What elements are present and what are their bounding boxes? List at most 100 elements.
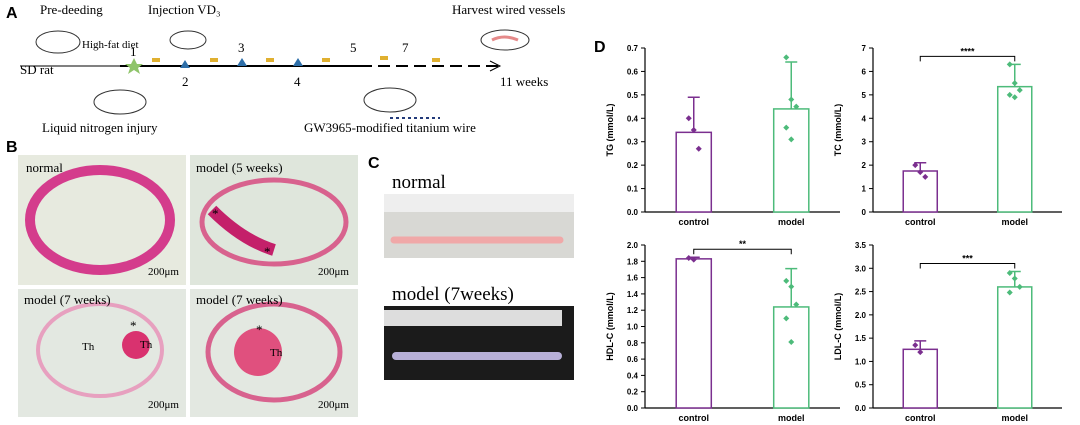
y-tick-label: 3.0: [855, 264, 867, 273]
data-point: [1006, 269, 1013, 276]
x-tick-label: model: [1001, 217, 1028, 227]
y-tick-label: 0.6: [627, 67, 639, 76]
y-tick-label: 0.8: [627, 339, 639, 348]
y-tick-label: 1.0: [855, 357, 867, 366]
text: High-fat diet: [82, 39, 139, 51]
y-tick-label: 1.4: [627, 290, 639, 299]
data-point: [922, 173, 929, 180]
y-tick-label: 0.4: [627, 114, 639, 123]
y-tick-label: 3.5: [855, 241, 867, 250]
data-point: [917, 349, 924, 356]
image-title: model (5 weeks): [196, 160, 283, 175]
data-point: [783, 277, 790, 284]
vessel: [36, 302, 164, 398]
y-tick-label: 1.2: [627, 306, 639, 315]
data-point: [1011, 80, 1018, 87]
arrow: [489, 60, 502, 72]
y-axis-label: TG (mmol/L): [605, 104, 615, 157]
text: Liquid nitrogen injury: [42, 120, 158, 135]
y-tick-label: 1.6: [627, 274, 639, 283]
text: SD rat: [20, 62, 54, 77]
triangle: [293, 58, 303, 66]
error-bar: [914, 340, 927, 350]
week-label: 5: [350, 40, 357, 55]
data-point: [793, 301, 800, 308]
bar: [772, 108, 810, 213]
panel-label: B: [6, 139, 18, 156]
data-point: [783, 124, 790, 131]
x-tick-label: model: [1001, 413, 1028, 423]
panel-label: D: [594, 39, 606, 56]
data-point: [788, 338, 795, 345]
y-tick-label: 0.4: [627, 371, 639, 380]
y-tick-label: 0.0: [627, 404, 639, 413]
image-title: normal: [26, 160, 63, 175]
triangle: [180, 60, 190, 68]
y-tick-label: 2.0: [855, 311, 867, 320]
text: Injection VD₃: [148, 2, 221, 17]
scale-label: 200μm: [318, 399, 349, 411]
bar: [902, 170, 939, 213]
bar: [902, 348, 939, 409]
y-tick-label: 7: [862, 44, 867, 53]
data-point: [1006, 61, 1013, 68]
text: GW3965-modified titanium wire: [304, 120, 476, 135]
rat-icon: [93, 89, 147, 115]
data-point: [685, 255, 692, 262]
marker: *: [264, 244, 271, 259]
data-point: [690, 127, 697, 133]
thrombus: [122, 331, 150, 359]
y-tick-label: 5: [862, 91, 867, 100]
y-tick-label: 0.2: [627, 161, 639, 170]
x-tick-label: control: [905, 413, 936, 423]
data-point: [788, 136, 795, 143]
data-point: [1016, 283, 1023, 290]
scale-label: 200μm: [148, 266, 179, 278]
text: Th: [140, 339, 153, 351]
y-tick-label: 2.0: [627, 241, 639, 250]
bar: [675, 131, 713, 213]
error-bar: [687, 96, 700, 133]
bar: [772, 306, 810, 409]
text: 11 weeks: [500, 74, 548, 89]
marker: *: [212, 206, 219, 221]
significance-label: ****: [960, 46, 975, 56]
histology-image: [18, 155, 186, 285]
x-tick-label: control: [679, 217, 710, 227]
y-tick-label: 2: [862, 161, 867, 170]
significance-bracket: [693, 248, 792, 255]
data-point: [788, 283, 795, 290]
y-tick-label: 0.2: [627, 388, 639, 397]
panel-label: C: [368, 155, 380, 172]
text: Th: [82, 341, 95, 353]
week-label: 7: [402, 40, 409, 55]
x-tick-label: control: [905, 217, 936, 227]
y-tick-label: 1: [862, 185, 867, 194]
thrombus: [234, 328, 282, 376]
vessel: [491, 35, 519, 42]
rat-icon: [35, 30, 81, 54]
data-point: [788, 96, 795, 103]
plaque: [207, 205, 276, 256]
scale-label: 200μm: [318, 266, 349, 278]
data-point: [917, 169, 924, 176]
significance-bracket: [919, 263, 1016, 269]
y-tick-label: 6: [862, 67, 867, 76]
bar: [996, 286, 1033, 409]
y-tick-label: 0.0: [855, 404, 867, 413]
y-tick-label: 0.6: [627, 355, 639, 364]
ruler: [384, 310, 562, 326]
data-point: [783, 315, 790, 322]
data-point: [695, 145, 702, 152]
scale-label: 200μm: [148, 399, 179, 411]
star: [125, 58, 143, 74]
y-tick-label: 1.8: [627, 257, 639, 266]
data-point: [783, 54, 790, 61]
rat-icon: [480, 29, 530, 51]
rat-icon: [363, 87, 417, 113]
panel-a: A Pre-deeding Injection VD₃ Harvest wire…: [6, 2, 565, 135]
food: [152, 56, 440, 62]
vessel: [25, 165, 175, 275]
rat-icon: [169, 30, 207, 50]
marker: *: [130, 318, 137, 333]
